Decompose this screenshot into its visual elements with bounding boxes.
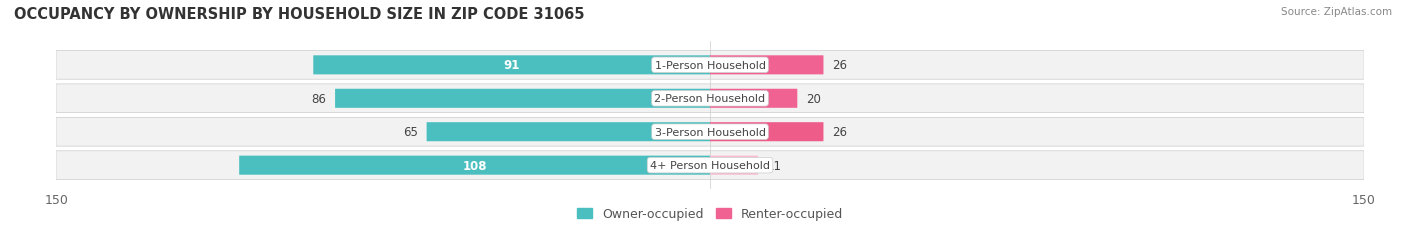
Text: 65: 65 [404, 126, 418, 139]
FancyBboxPatch shape [56, 51, 1364, 80]
FancyBboxPatch shape [710, 89, 797, 108]
FancyBboxPatch shape [56, 151, 1364, 180]
Text: 3-Person Household: 3-Person Household [655, 127, 765, 137]
Text: 86: 86 [312, 92, 326, 105]
Text: Source: ZipAtlas.com: Source: ZipAtlas.com [1281, 7, 1392, 17]
FancyBboxPatch shape [710, 56, 824, 75]
FancyBboxPatch shape [335, 89, 710, 108]
Text: 26: 26 [832, 59, 846, 72]
FancyBboxPatch shape [710, 156, 758, 175]
FancyBboxPatch shape [56, 85, 1364, 113]
FancyBboxPatch shape [426, 123, 710, 142]
Text: 11: 11 [766, 159, 782, 172]
FancyBboxPatch shape [314, 56, 710, 75]
FancyBboxPatch shape [239, 156, 710, 175]
Text: 20: 20 [806, 92, 821, 105]
Text: OCCUPANCY BY OWNERSHIP BY HOUSEHOLD SIZE IN ZIP CODE 31065: OCCUPANCY BY OWNERSHIP BY HOUSEHOLD SIZE… [14, 7, 585, 22]
Legend: Owner-occupied, Renter-occupied: Owner-occupied, Renter-occupied [576, 207, 844, 220]
Text: 26: 26 [832, 126, 846, 139]
FancyBboxPatch shape [56, 118, 1364, 146]
FancyBboxPatch shape [710, 123, 824, 142]
Text: 1-Person Household: 1-Person Household [655, 61, 765, 70]
Text: 4+ Person Household: 4+ Person Household [650, 161, 770, 170]
Text: 91: 91 [503, 59, 520, 72]
Text: 108: 108 [463, 159, 486, 172]
Text: 2-Person Household: 2-Person Household [654, 94, 766, 104]
